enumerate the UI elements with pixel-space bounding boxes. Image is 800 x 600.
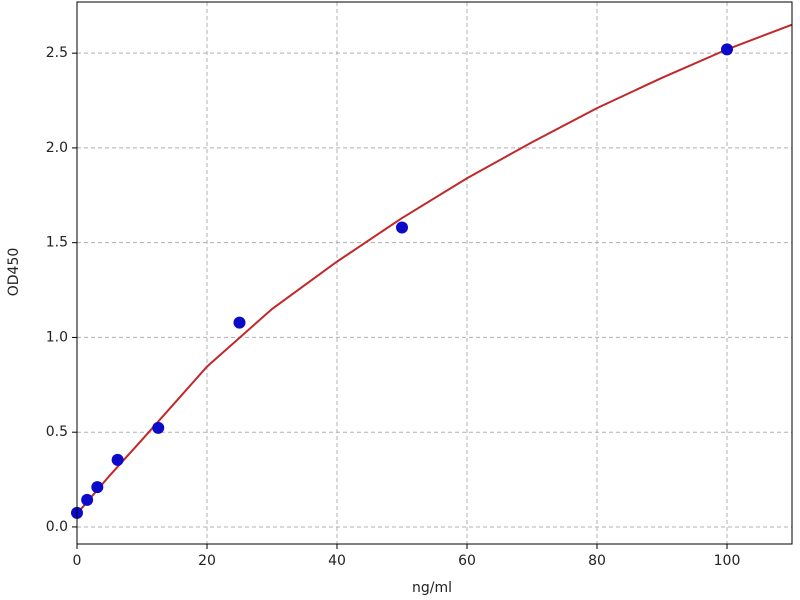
data-point	[81, 493, 94, 506]
fit-curve	[76, 23, 793, 515]
data-point	[233, 316, 246, 329]
plot-frame	[76, 1, 793, 545]
data-point	[721, 43, 733, 56]
x-tick-label: 100	[714, 553, 741, 569]
y-axis-label: OD450	[6, 248, 22, 297]
data-point	[152, 421, 165, 434]
data-point	[91, 481, 104, 494]
y-tick-label: 0.0	[46, 519, 68, 535]
x-tick-label: 60	[458, 553, 476, 569]
data-point	[396, 221, 408, 234]
x-tick-label: 40	[328, 553, 346, 569]
x-tick-label: 80	[588, 553, 606, 569]
x-axis-label: ng/ml	[412, 580, 452, 596]
data-point	[111, 453, 124, 466]
y-tick-label: 2.0	[46, 140, 68, 156]
y-tick-label: 0.5	[46, 424, 68, 440]
y-tick-label: 1.5	[46, 235, 68, 251]
y-tick-label: 2.5	[46, 45, 68, 61]
x-tick-label: 0	[73, 553, 82, 569]
x-tick-label: 20	[198, 553, 216, 569]
y-tick-label: 1.0	[46, 329, 68, 345]
